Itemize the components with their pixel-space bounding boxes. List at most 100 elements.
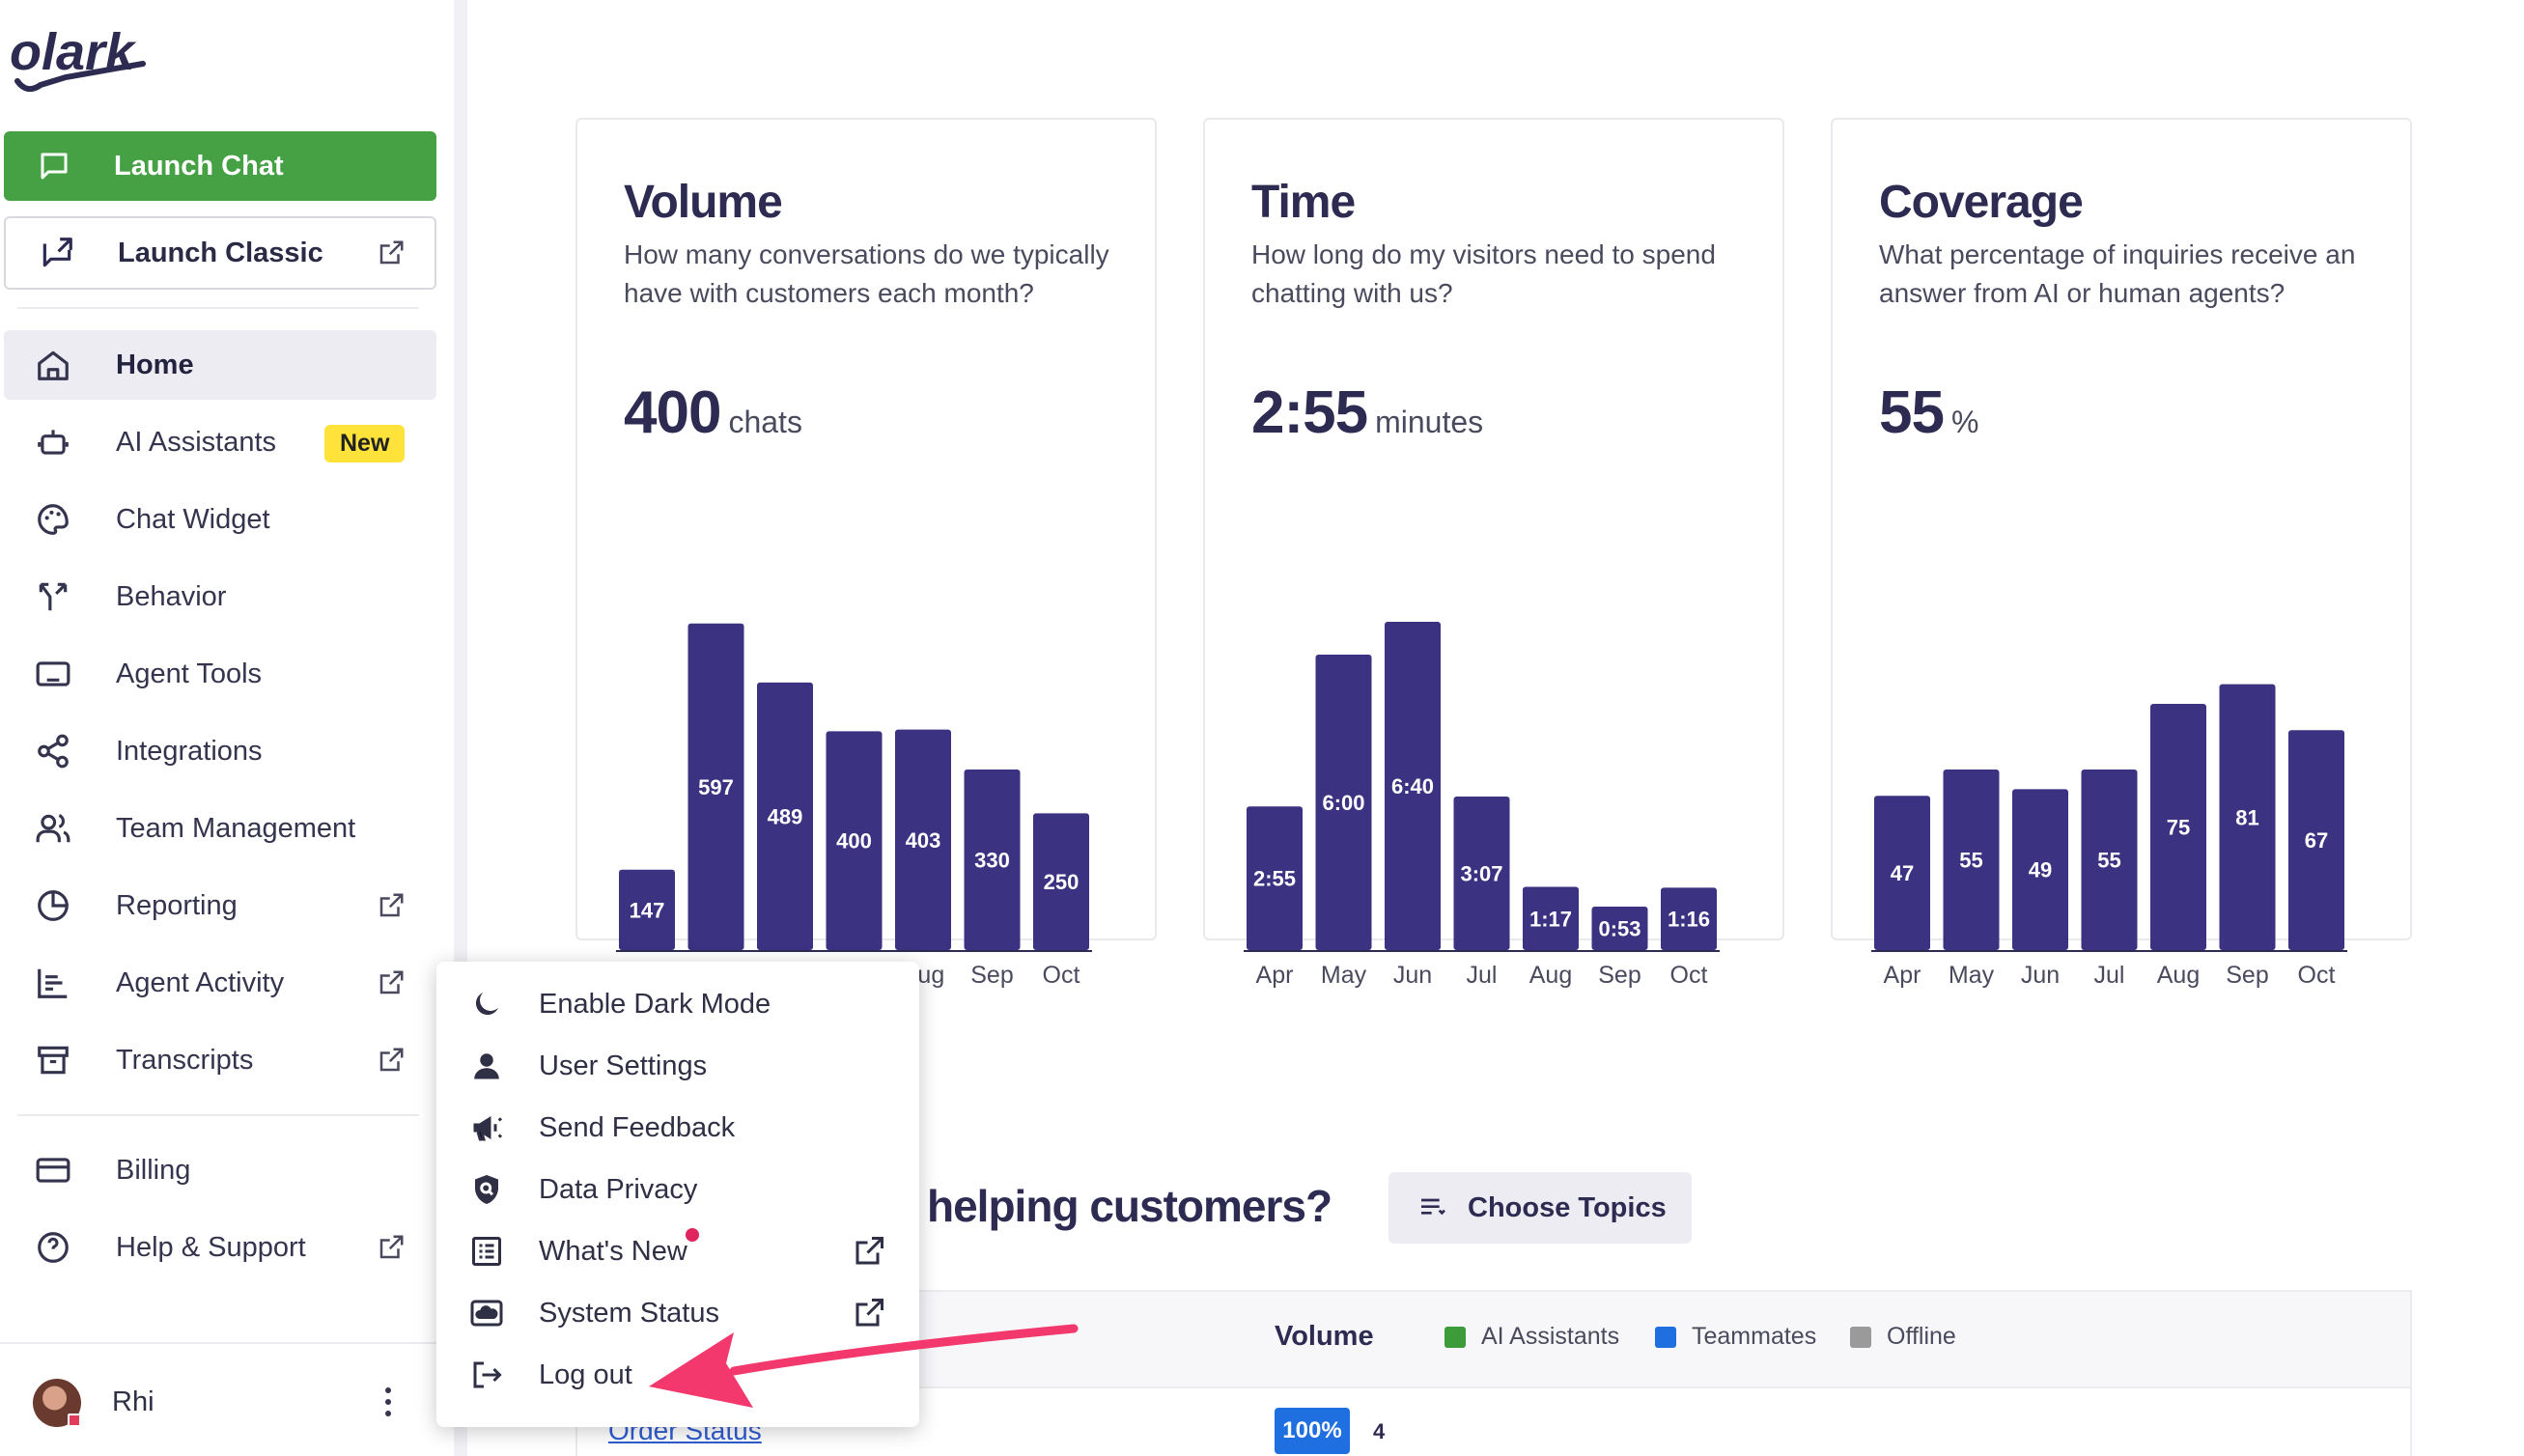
sidebar-item-label: Agent Tools bbox=[116, 658, 263, 689]
menu-item-system-status[interactable]: System Status bbox=[436, 1282, 919, 1344]
bar-value-label: 6:40 bbox=[1391, 774, 1434, 798]
svg-text:olark: olark bbox=[10, 23, 137, 81]
menu-item-label: Data Privacy bbox=[539, 1173, 698, 1205]
x-tick-label: Oct bbox=[1043, 962, 1080, 989]
sidebar-item-integrations[interactable]: Integrations bbox=[4, 716, 436, 786]
metric-unit: % bbox=[1950, 405, 1979, 439]
metric-unit: chats bbox=[728, 405, 802, 439]
x-tick-label: Jun bbox=[2021, 962, 2060, 989]
legend-teammates: Teammates bbox=[1655, 1323, 1816, 1351]
card-title: Volume bbox=[624, 177, 783, 228]
user-menu-dropdown: Enable Dark Mode User Settings Send Feed… bbox=[436, 962, 919, 1427]
sidebar-item-label: Behavior bbox=[116, 580, 227, 612]
user-name: Rhi bbox=[112, 1386, 154, 1417]
bar-value-label: 67 bbox=[2305, 828, 2328, 853]
card-metric: 400 chats bbox=[624, 378, 802, 447]
share-icon bbox=[38, 734, 69, 769]
palette-icon bbox=[38, 504, 69, 535]
bar-sep bbox=[1591, 906, 1648, 950]
bar-value-label: 330 bbox=[974, 849, 1010, 873]
x-tick-label: Aug bbox=[1529, 962, 1572, 989]
choose-topics-button[interactable]: Choose Topics bbox=[1388, 1172, 1692, 1244]
list-icon bbox=[472, 1237, 501, 1266]
bar-value-label: 403 bbox=[906, 828, 941, 853]
help-circle-icon bbox=[38, 1232, 69, 1263]
legend-offline: Offline bbox=[1850, 1323, 1956, 1351]
cloud-monitor-icon bbox=[470, 1300, 503, 1327]
bar-value-label: 3:07 bbox=[1460, 862, 1502, 886]
new-badge: New bbox=[324, 425, 406, 462]
sidebar-item-billing[interactable]: Billing bbox=[4, 1135, 436, 1205]
menu-item-data-privacy[interactable]: Data Privacy bbox=[436, 1159, 919, 1220]
bar-value-label: 6:00 bbox=[1322, 791, 1364, 815]
status-indicator bbox=[68, 1414, 81, 1427]
robot-icon bbox=[38, 430, 69, 455]
x-tick-label: Jun bbox=[1393, 962, 1432, 989]
sidebar-item-team-management[interactable]: Team Management bbox=[4, 794, 436, 863]
split-arrows-icon bbox=[39, 582, 68, 611]
menu-item-dark-mode[interactable]: Enable Dark Mode bbox=[436, 973, 919, 1035]
pie-chart-icon bbox=[38, 890, 69, 921]
bar-value-label: 400 bbox=[836, 829, 872, 854]
x-tick-label: Apr bbox=[1884, 962, 1921, 989]
card-title: Coverage bbox=[1879, 177, 2084, 228]
sidebar-item-help-support[interactable]: Help & Support bbox=[4, 1213, 436, 1282]
bar-value-label: 489 bbox=[768, 804, 803, 828]
metric-value: 2:55 bbox=[1251, 379, 1368, 446]
sidebar-item-label: Chat Widget bbox=[116, 503, 270, 535]
sidebar-item-home[interactable]: Home bbox=[4, 330, 436, 400]
sidebar-item-label: Agent Activity bbox=[116, 966, 285, 998]
sidebar-item-agent-activity[interactable]: Agent Activity bbox=[4, 948, 436, 1018]
launch-chat-button[interactable]: Launch Chat bbox=[4, 131, 436, 201]
bar-oct bbox=[2288, 730, 2344, 950]
sidebar-item-behavior[interactable]: Behavior bbox=[4, 562, 436, 631]
sidebar-divider bbox=[17, 307, 419, 309]
notification-dot bbox=[686, 1228, 699, 1242]
bar-aug bbox=[895, 729, 951, 950]
bar-oct bbox=[1033, 813, 1089, 950]
x-tick-label: Oct bbox=[1670, 962, 1708, 989]
menu-item-whats-new[interactable]: What's New bbox=[436, 1220, 919, 1282]
logout-icon bbox=[473, 1361, 502, 1388]
menu-item-label: Log out bbox=[539, 1358, 632, 1390]
menu-item-send-feedback[interactable]: Send Feedback bbox=[436, 1097, 919, 1159]
bar-aug bbox=[1523, 886, 1579, 950]
external-link-icon bbox=[379, 1235, 404, 1259]
bar-sep bbox=[964, 770, 1021, 950]
bar-value-label: 0:53 bbox=[1598, 916, 1641, 940]
menu-item-log-out[interactable]: Log out bbox=[436, 1344, 919, 1406]
filter-list-icon bbox=[1421, 1198, 1445, 1216]
launch-classic-button[interactable]: Launch Classic bbox=[4, 216, 436, 290]
bar-value-label: 55 bbox=[2097, 849, 2120, 873]
bar-value-label: 1:17 bbox=[1529, 907, 1572, 931]
launch-chat-label: Launch Chat bbox=[114, 150, 284, 182]
bar-value-label: 49 bbox=[2029, 858, 2052, 882]
x-tick-label: Jul bbox=[1467, 962, 1498, 989]
sidebar-item-chat-widget[interactable]: Chat Widget bbox=[4, 485, 436, 554]
user-icon bbox=[474, 1053, 499, 1079]
legend-label: AI Assistants bbox=[1481, 1323, 1620, 1350]
menu-item-label: User Settings bbox=[539, 1050, 708, 1081]
bar-value-label: 1:16 bbox=[1668, 908, 1710, 932]
external-link-icon bbox=[855, 1237, 883, 1265]
menu-item-user-settings[interactable]: User Settings bbox=[436, 1035, 919, 1097]
menu-item-label: System Status bbox=[539, 1297, 719, 1329]
archive-icon bbox=[38, 1046, 69, 1075]
sidebar-item-transcripts[interactable]: Transcripts bbox=[4, 1025, 436, 1095]
sidebar-item-ai-assistants[interactable]: AI Assistants New bbox=[4, 407, 436, 477]
bar-apr bbox=[619, 869, 675, 950]
external-link-icon bbox=[855, 1299, 883, 1327]
card-metric: 55% bbox=[1879, 378, 1978, 447]
sidebar-item-agent-tools[interactable]: Agent Tools bbox=[4, 639, 436, 709]
coverage-card: Coverage What percentage of inquiries re… bbox=[1831, 118, 2412, 989]
kebab-menu-icon[interactable] bbox=[379, 1383, 398, 1421]
bar-value-label: 147 bbox=[630, 898, 665, 922]
metric-value: 55 bbox=[1879, 379, 1945, 446]
user-profile-row[interactable]: Rhi bbox=[0, 1342, 454, 1456]
bar-jul bbox=[1453, 797, 1510, 950]
sidebar-item-reporting[interactable]: Reporting bbox=[4, 871, 436, 940]
olark-logo[interactable]: olark bbox=[8, 21, 153, 98]
sidebar-item-label: Reporting bbox=[116, 889, 238, 921]
bar-value-label: 2:55 bbox=[1253, 867, 1296, 891]
external-link-icon bbox=[379, 1048, 404, 1072]
